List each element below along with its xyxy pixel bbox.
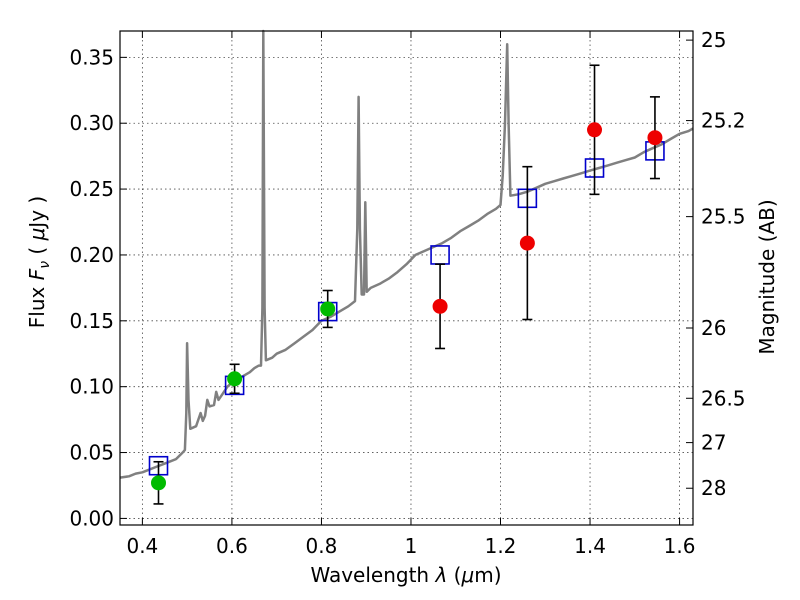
y-axis-label-left: Flux Fν ( μJy ) (25, 196, 53, 328)
right-tick-label: 28 (701, 476, 726, 500)
spectrum-line (119, 29, 694, 479)
plot-frame (119, 30, 694, 526)
right-tick-label: 25.5 (701, 205, 746, 229)
green-point (150, 475, 166, 491)
data-points (148, 64, 665, 505)
right-tick-label: 26.5 (701, 386, 746, 410)
x-tick-label: 1.6 (664, 534, 696, 558)
y-tick-label: 0.35 (69, 45, 114, 69)
right-tick-label: 25 (701, 28, 726, 52)
y-axis-label-right: Magnitude (AB) (755, 199, 779, 354)
x-tick-label: 0.6 (216, 534, 248, 558)
y-tick-label: 0.00 (69, 506, 114, 530)
axis-ticks: 0.4 0.6 0.8 1 1.2 1.4 1.6 0.00 0.05 0.10 0.15 0.20 0… (69, 28, 745, 558)
y-tick-label: 0.25 (69, 177, 114, 201)
x-tick-label: 1.4 (574, 534, 606, 558)
green-point (320, 301, 336, 317)
x-tick-label: 0.4 (126, 534, 158, 558)
grid (120, 31, 693, 525)
right-tick-label: 27 (701, 431, 726, 455)
x-axis-label: Wavelength λ (μm) (310, 563, 501, 587)
x-tick-label: 1 (405, 534, 418, 558)
red-point (587, 122, 603, 138)
green-point (227, 371, 243, 387)
y-tick-label: 0.20 (69, 243, 114, 267)
y-tick-label: 0.15 (69, 309, 114, 333)
red-point (432, 298, 448, 314)
x-tick-label: 1.2 (485, 534, 517, 558)
red-point (647, 130, 663, 146)
y-tick-label: 0.30 (69, 111, 114, 135)
right-tick-label: 25.2 (701, 109, 746, 133)
y-tick-label: 0.05 (69, 441, 114, 465)
x-tick-label: 0.8 (306, 534, 338, 558)
right-tick-label: 26 (701, 316, 726, 340)
red-point (519, 235, 535, 251)
y-tick-label: 0.10 (69, 375, 114, 399)
spectrum-series (119, 29, 694, 479)
